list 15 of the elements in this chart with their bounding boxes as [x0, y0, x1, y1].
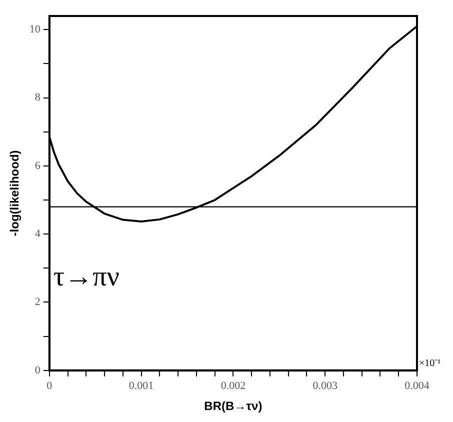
y-tick-label: 8 — [34, 92, 41, 104]
y-tick-label: 4 — [34, 228, 41, 240]
x-tick-label: 0 — [46, 380, 53, 392]
y-tick-label: 2 — [34, 296, 40, 308]
annotation: τ→πν — [53, 262, 120, 293]
text: ×10⁻¹ — [419, 358, 441, 370]
x-tick-label: 0.001 — [128, 380, 154, 392]
x-tick-label: 0.004 — [404, 380, 430, 392]
x-tick-label: 0.002 — [220, 380, 246, 392]
y-tick-label: 10 — [29, 24, 41, 36]
y-tick-label: 0 — [34, 364, 41, 376]
y-axis-title: -log(likelihood) — [8, 150, 22, 236]
x-tick-label: 0.003 — [312, 380, 338, 392]
y-tick-label: 6 — [34, 160, 41, 172]
x-axis-title: BR(B→τν) — [204, 399, 262, 414]
